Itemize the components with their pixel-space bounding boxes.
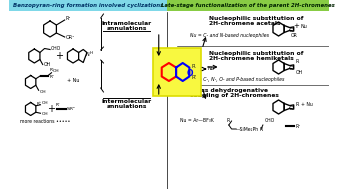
Text: Intermolecular
annulations: Intermolecular annulations bbox=[102, 99, 152, 109]
Text: R: R bbox=[191, 64, 195, 69]
Text: N: N bbox=[86, 51, 90, 57]
Text: OH: OH bbox=[40, 90, 46, 94]
Text: Nucleophilic substitution of
2H-chromene acetals: Nucleophilic substitution of 2H-chromene… bbox=[209, 16, 304, 26]
Bar bbox=[9, 0, 167, 11]
Text: OH: OH bbox=[53, 69, 59, 73]
Text: Nucleophilic substitution of
2H-chromene hemiketals: Nucleophilic substitution of 2H-chromene… bbox=[209, 51, 304, 61]
Text: OH: OH bbox=[41, 101, 48, 105]
Text: Nu = C- and N-based nucleophiles: Nu = C- and N-based nucleophiles bbox=[190, 33, 269, 39]
Text: OR: OR bbox=[291, 33, 298, 38]
Text: R': R' bbox=[191, 75, 197, 80]
Text: more reactions •••••: more reactions ••••• bbox=[20, 119, 71, 124]
Text: Nu = C-, N-, O- and P-based nucleophiles: Nu = C-, N-, O- and P-based nucleophiles bbox=[190, 77, 284, 81]
Text: Cross dehydrogenative
coupling of 2H-chromenes: Cross dehydrogenative coupling of 2H-chr… bbox=[190, 88, 279, 98]
Text: +: + bbox=[293, 23, 299, 29]
Text: +: + bbox=[47, 104, 55, 114]
Text: OH: OH bbox=[295, 70, 303, 75]
Text: R¹: R¹ bbox=[56, 103, 60, 107]
Text: O: O bbox=[288, 66, 293, 71]
Text: Nu: Nu bbox=[300, 24, 307, 29]
Text: OH: OH bbox=[41, 112, 48, 116]
Text: OR¹: OR¹ bbox=[66, 35, 74, 40]
Text: CHO: CHO bbox=[265, 118, 275, 123]
Text: —SiMe₂Ph: —SiMe₂Ph bbox=[236, 127, 259, 132]
Text: O: O bbox=[288, 106, 293, 111]
FancyBboxPatch shape bbox=[153, 48, 201, 96]
Bar bbox=[167, 0, 329, 11]
Text: R: R bbox=[227, 118, 230, 123]
Text: Nu: Nu bbox=[208, 66, 215, 71]
Text: CHO: CHO bbox=[51, 46, 61, 50]
Text: R²: R² bbox=[66, 16, 71, 21]
Text: OH: OH bbox=[44, 63, 51, 67]
Text: O: O bbox=[187, 68, 193, 77]
Text: +: + bbox=[55, 51, 63, 61]
Text: R: R bbox=[295, 59, 299, 64]
Text: + Nu: + Nu bbox=[66, 78, 79, 83]
Text: Late-stage functionalization of the parent 2H-chromenes: Late-stage functionalization of the pare… bbox=[161, 3, 335, 8]
Text: Nu = Ar—BF₃K: Nu = Ar—BF₃K bbox=[180, 118, 214, 123]
Text: R²: R² bbox=[295, 124, 300, 129]
Text: SiR²: SiR² bbox=[66, 107, 76, 111]
Text: + Nu: + Nu bbox=[301, 102, 313, 107]
Text: O: O bbox=[288, 28, 293, 33]
Text: R¹: R¹ bbox=[50, 68, 54, 72]
Text: Intramolecular
annulations: Intramolecular annulations bbox=[102, 21, 152, 31]
Text: Benzopyran-ring formation involved cyclizations: Benzopyran-ring formation involved cycli… bbox=[13, 3, 163, 8]
Text: R: R bbox=[295, 102, 299, 107]
Text: R²: R² bbox=[50, 75, 54, 79]
Text: R³: R³ bbox=[37, 102, 41, 106]
Text: R: R bbox=[259, 127, 262, 132]
Text: H: H bbox=[90, 51, 93, 56]
